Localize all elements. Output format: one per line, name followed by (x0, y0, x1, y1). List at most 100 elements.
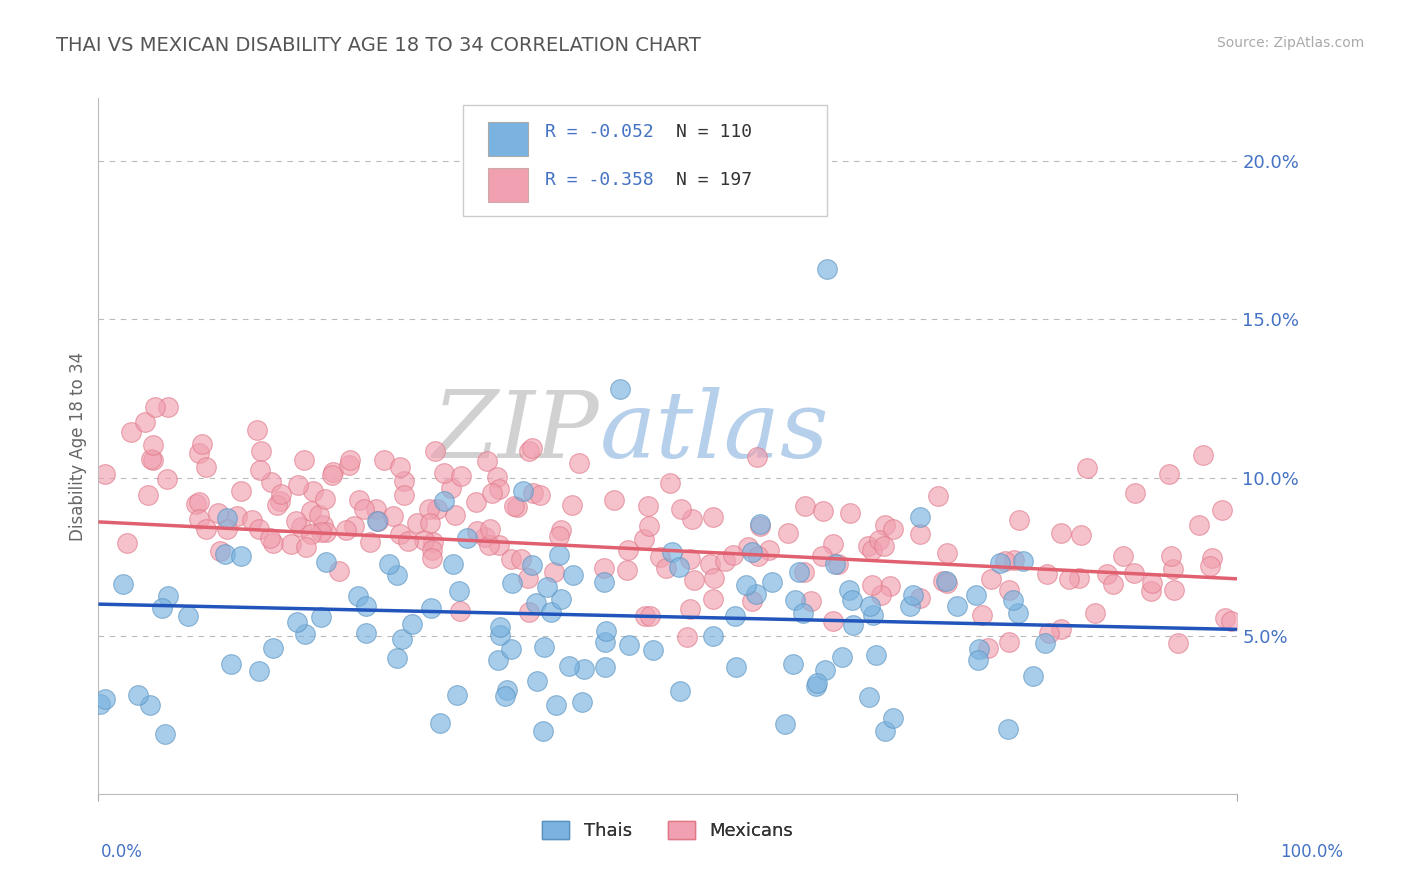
Point (391, 632, 413, 647)
Point (1140, 575, 1163, 590)
Point (811, 549, 834, 563)
Point (512, 483, 534, 498)
Text: ZIP: ZIP (433, 387, 599, 477)
Point (882, 711, 904, 725)
Legend: Thais, Mexicans: Thais, Mexicans (536, 814, 800, 847)
Point (506, 500, 529, 514)
Point (758, 543, 780, 558)
Point (366, 514, 388, 528)
Point (748, 516, 770, 531)
Point (1033, 636, 1056, 650)
Point (773, 716, 796, 731)
Point (811, 504, 834, 518)
Point (747, 450, 769, 464)
Point (219, 657, 242, 671)
Point (741, 545, 763, 559)
Point (1008, 513, 1031, 527)
Point (422, 534, 444, 549)
Point (935, 574, 957, 588)
Point (295, 540, 318, 554)
Point (879, 579, 901, 593)
Point (127, 688, 149, 702)
Point (339, 453, 361, 467)
Point (721, 548, 744, 562)
Point (156, 472, 179, 486)
Point (1049, 622, 1071, 636)
Point (524, 596, 547, 610)
Point (641, 643, 664, 657)
Point (465, 524, 488, 538)
Point (517, 443, 540, 458)
Point (972, 608, 994, 623)
Point (702, 509, 724, 524)
Point (831, 650, 853, 665)
Point (870, 588, 893, 602)
Point (447, 584, 470, 599)
Point (111, 577, 134, 591)
Point (522, 558, 544, 572)
Point (420, 601, 443, 615)
Point (592, 561, 614, 575)
Point (735, 578, 758, 592)
Point (262, 535, 284, 549)
Point (997, 634, 1019, 648)
Point (429, 716, 451, 731)
Point (724, 609, 747, 624)
Point (187, 512, 209, 526)
Point (782, 657, 804, 672)
Point (190, 436, 212, 450)
Point (449, 604, 471, 618)
Point (873, 539, 896, 553)
Point (446, 688, 468, 702)
Point (619, 638, 641, 652)
Text: Source: ZipAtlas.com: Source: ZipAtlas.com (1216, 36, 1364, 50)
Point (294, 627, 316, 641)
Point (423, 444, 446, 458)
Point (194, 522, 217, 536)
Point (1059, 572, 1081, 586)
Point (865, 648, 887, 662)
Point (489, 628, 512, 642)
Point (1021, 669, 1043, 683)
Point (315, 525, 337, 540)
Point (433, 467, 456, 481)
Point (209, 544, 232, 558)
Point (824, 557, 846, 571)
Point (510, 551, 533, 566)
Point (284, 514, 307, 528)
Text: THAI VS MEXICAN DISABILITY AGE 18 TO 34 CORRELATION CHART: THAI VS MEXICAN DISABILITY AGE 18 TO 34 … (56, 36, 702, 54)
Point (529, 487, 551, 501)
Point (478, 522, 501, 536)
Point (1002, 553, 1025, 567)
Point (120, 425, 142, 439)
Text: R = -0.052: R = -0.052 (546, 123, 654, 142)
Point (540, 605, 562, 619)
Point (814, 663, 837, 677)
Point (315, 555, 337, 569)
Point (501, 551, 523, 566)
Point (856, 539, 879, 553)
Point (194, 460, 217, 475)
Point (141, 451, 163, 466)
Point (550, 592, 572, 607)
Point (571, 695, 593, 709)
Point (378, 558, 401, 572)
Point (593, 635, 616, 649)
Point (602, 493, 624, 508)
Point (359, 534, 381, 549)
Point (617, 543, 640, 558)
Point (229, 549, 252, 563)
Point (860, 578, 883, 592)
Point (1167, 636, 1189, 650)
Point (794, 500, 817, 514)
Point (420, 543, 443, 558)
Point (177, 609, 200, 624)
Point (1076, 460, 1098, 475)
Point (562, 568, 585, 582)
Point (908, 509, 931, 524)
Point (658, 475, 681, 490)
Point (543, 566, 565, 580)
Point (898, 599, 921, 614)
Point (800, 594, 823, 608)
Point (1007, 606, 1029, 620)
